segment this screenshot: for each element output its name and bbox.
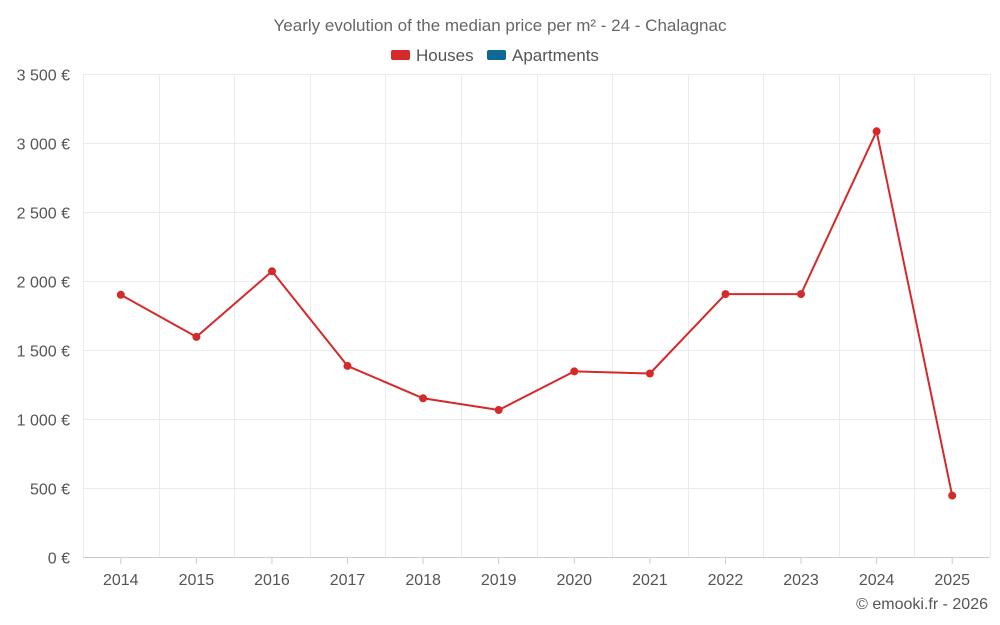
x-tick-label: 2024 [859, 572, 895, 589]
data-point-2022[interactable] [721, 290, 730, 299]
legend-label-houses: Houses [416, 46, 474, 65]
data-point-2015[interactable] [192, 332, 201, 341]
x-tick-label: 2016 [254, 572, 290, 589]
data-point-2023[interactable] [797, 290, 805, 299]
data-point-2025[interactable] [948, 491, 957, 500]
series-houses [116, 127, 957, 500]
credit-text: © emooki.fr - 2026 [856, 596, 988, 613]
x-tick-label: 2022 [708, 572, 744, 589]
y-tick-label: 3 500 € [17, 68, 70, 85]
x-axis-ticks: 2014 2015 2016 2017 2018 2019 2020 2021 2022 2023… [103, 557, 970, 589]
y-tick-label: 2 000 € [17, 275, 70, 292]
y-tick-label: 0 € [48, 551, 70, 568]
y-tick-label: 3 000 € [17, 137, 70, 154]
data-point-2019[interactable] [494, 406, 503, 414]
data-point-2014[interactable] [116, 290, 125, 299]
legend-swatch-houses [391, 50, 410, 60]
grid [83, 74, 991, 557]
chart-title: Yearly evolution of the median price per… [274, 16, 727, 35]
x-tick-label: 2015 [179, 572, 215, 589]
data-point-2020[interactable] [570, 367, 579, 376]
x-tick-label: 2021 [632, 572, 668, 589]
x-tick-label: 2018 [405, 572, 441, 589]
y-tick-label: 2 500 € [17, 206, 70, 223]
data-point-2016[interactable] [268, 267, 276, 276]
x-tick-label: 2023 [783, 572, 819, 589]
y-axis-ticks: 0 € 500 € 1 000 € 1 500 € 2 000 € 2 500 € 3 00… [17, 68, 70, 568]
x-tick-label: 2020 [556, 572, 592, 589]
series-line-houses [120, 130, 954, 496]
data-point-2024[interactable] [872, 127, 881, 136]
legend-label-apartments: Apartments [512, 46, 599, 65]
data-point-2017[interactable] [343, 361, 352, 370]
x-tick-label: 2019 [481, 572, 517, 589]
x-tick-label: 2014 [103, 572, 139, 589]
y-tick-label: 500 € [30, 482, 70, 499]
x-tick-label: 2025 [934, 572, 970, 589]
y-tick-label: 1 500 € [17, 344, 70, 361]
legend-swatch-apartments [487, 50, 506, 60]
x-tick-label: 2017 [330, 572, 366, 589]
legend-item-apartments[interactable]: Apartments [487, 46, 599, 65]
data-point-2018[interactable] [419, 394, 428, 403]
y-tick-label: 1 000 € [17, 413, 70, 430]
legend-item-houses[interactable]: Houses [391, 46, 474, 65]
legend: Houses Apartments [391, 46, 599, 65]
data-point-2021[interactable] [645, 369, 654, 378]
